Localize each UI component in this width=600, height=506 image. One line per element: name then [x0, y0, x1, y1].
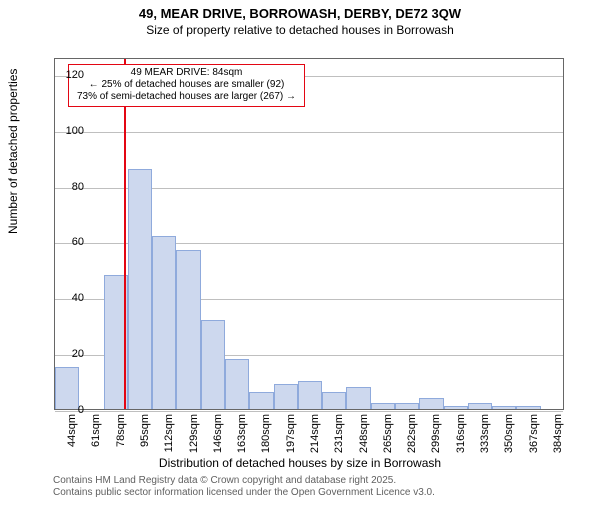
x-tick-label: 248sqm	[358, 414, 370, 454]
x-tick-label: 350sqm	[503, 414, 515, 454]
x-tick-label: 231sqm	[333, 414, 345, 454]
histogram-bar	[55, 367, 79, 409]
marker-line	[124, 59, 126, 409]
annotation-box: 49 MEAR DRIVE: 84sqm ← 25% of detached h…	[68, 64, 305, 107]
footer-line-1: Contains HM Land Registry data © Crown c…	[53, 475, 435, 487]
x-tick-label: 197sqm	[285, 414, 297, 454]
histogram-bar	[249, 392, 273, 409]
chart-titles: 49, MEAR DRIVE, BORROWASH, DERBY, DE72 3…	[0, 6, 600, 37]
x-tick-label: 146sqm	[212, 414, 224, 454]
x-tick-label: 333sqm	[479, 414, 491, 454]
annotation-line-1: 49 MEAR DRIVE: 84sqm	[77, 67, 296, 79]
y-tick-label: 100	[54, 125, 84, 137]
histogram-bar	[516, 406, 540, 409]
histogram-bar	[128, 169, 152, 409]
histogram-bar	[395, 403, 419, 409]
x-tick-label: 367sqm	[528, 414, 540, 454]
x-tick-label: 316sqm	[455, 414, 467, 454]
histogram-bar	[468, 403, 492, 409]
y-tick-label: 80	[54, 181, 84, 193]
x-tick-label: 61sqm	[90, 414, 102, 454]
histogram-bar	[371, 403, 395, 409]
x-tick-label: 214sqm	[309, 414, 321, 454]
y-tick-label: 60	[54, 236, 84, 248]
plot-wrapper	[54, 58, 564, 410]
x-tick-label: 78sqm	[115, 414, 127, 454]
histogram-bar	[274, 384, 298, 409]
footer-line-2: Contains public sector information licen…	[53, 487, 435, 499]
histogram-bar	[444, 406, 468, 409]
histogram-bar	[225, 359, 249, 409]
plot-area	[54, 58, 564, 410]
histogram-bar	[176, 250, 200, 409]
x-tick-label: 112sqm	[163, 414, 175, 454]
gridline	[55, 132, 563, 133]
x-tick-label: 265sqm	[382, 414, 394, 454]
title-sub: Size of property relative to detached ho…	[0, 23, 600, 37]
y-tick-label: 40	[54, 292, 84, 304]
histogram-bar	[322, 392, 346, 409]
title-main: 49, MEAR DRIVE, BORROWASH, DERBY, DE72 3…	[0, 6, 600, 21]
y-tick-label: 120	[54, 69, 84, 81]
gridline	[55, 411, 563, 412]
x-tick-label: 163sqm	[236, 414, 248, 454]
y-tick-label: 20	[54, 348, 84, 360]
x-tick-label: 44sqm	[66, 414, 78, 454]
histogram-bar	[298, 381, 322, 409]
x-tick-label: 299sqm	[430, 414, 442, 454]
annotation-line-2: ← 25% of detached houses are smaller (92…	[77, 79, 296, 91]
histogram-bar	[201, 320, 225, 409]
histogram-bar	[346, 387, 370, 409]
x-axis-label: Distribution of detached houses by size …	[0, 456, 600, 470]
footer: Contains HM Land Registry data © Crown c…	[53, 475, 435, 499]
histogram-bar	[152, 236, 176, 409]
y-axis-label: Number of detached properties	[6, 69, 20, 234]
annotation-line-3: 73% of semi-detached houses are larger (…	[77, 91, 296, 103]
histogram-bar	[492, 406, 516, 409]
x-tick-label: 95sqm	[139, 414, 151, 454]
x-tick-label: 129sqm	[188, 414, 200, 454]
x-tick-label: 384sqm	[552, 414, 564, 454]
x-tick-label: 282sqm	[406, 414, 418, 454]
x-tick-label: 180sqm	[260, 414, 272, 454]
histogram-bar	[419, 398, 443, 409]
